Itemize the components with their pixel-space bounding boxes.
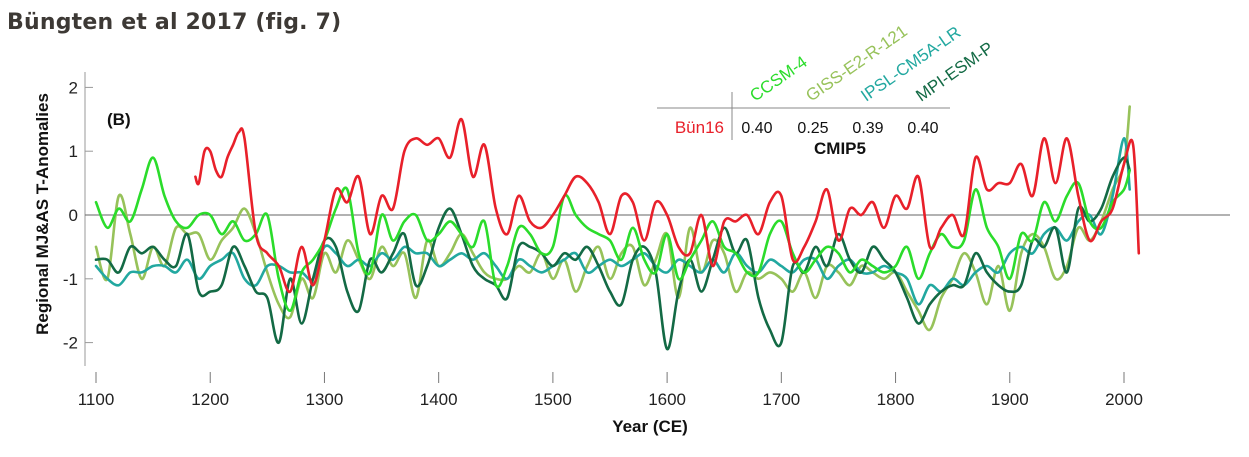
table-value: 0.40 <box>907 120 938 137</box>
y-axis-title: Regional MJ&AS T-Anomalies <box>33 93 52 335</box>
page-title: Büngten et al 2017 (fig. 7) <box>7 10 342 35</box>
y-tick-label: -1 <box>63 270 78 289</box>
x-tick-label: 1900 <box>991 390 1029 409</box>
table-value: 0.25 <box>797 120 828 137</box>
series-line-giss-e2-r-121 <box>94 105 1131 332</box>
series-line-b-n16 <box>194 117 1141 293</box>
x-tick-label: 1300 <box>306 390 344 409</box>
table-value: 0.39 <box>852 120 883 137</box>
panel-label: (B) <box>107 110 131 129</box>
x-tick-label: 1100 <box>78 390 115 409</box>
y-tick-label: -2 <box>63 334 78 353</box>
x-tick-label: 1400 <box>420 390 458 409</box>
correlation-table: Bün16 0.40CCSM-40.25GISS-E2-R-1210.39IPSL… <box>657 21 997 158</box>
x-tick-label: 1800 <box>877 390 915 409</box>
table-group-label: CMIP5 <box>814 139 866 158</box>
table-row-label: Bün16 <box>675 118 724 137</box>
x-axis-title: Year (CE) <box>612 417 688 436</box>
x-tick-label: 1700 <box>762 390 800 409</box>
model-label: CCSM-4 <box>746 52 810 105</box>
x-tick-label: 1200 <box>191 390 229 409</box>
table-value: 0.40 <box>741 120 772 137</box>
x-tick-label: 1600 <box>648 390 686 409</box>
axes: -2 -1 0 1 2 1100 1200 1300 1400 1500 1600 1700 1800 1… <box>63 72 1230 409</box>
series-line-ccsm-4 <box>94 156 1131 312</box>
series-layer <box>94 105 1141 351</box>
series-line-mpi-esm-p <box>94 156 1131 351</box>
x-tick-label: 2000 <box>1105 390 1143 409</box>
y-tick-label: 1 <box>69 142 78 161</box>
y-tick-label: 2 <box>69 78 78 97</box>
y-tick-label: 0 <box>69 206 78 225</box>
x-tick-label: 1500 <box>534 390 572 409</box>
